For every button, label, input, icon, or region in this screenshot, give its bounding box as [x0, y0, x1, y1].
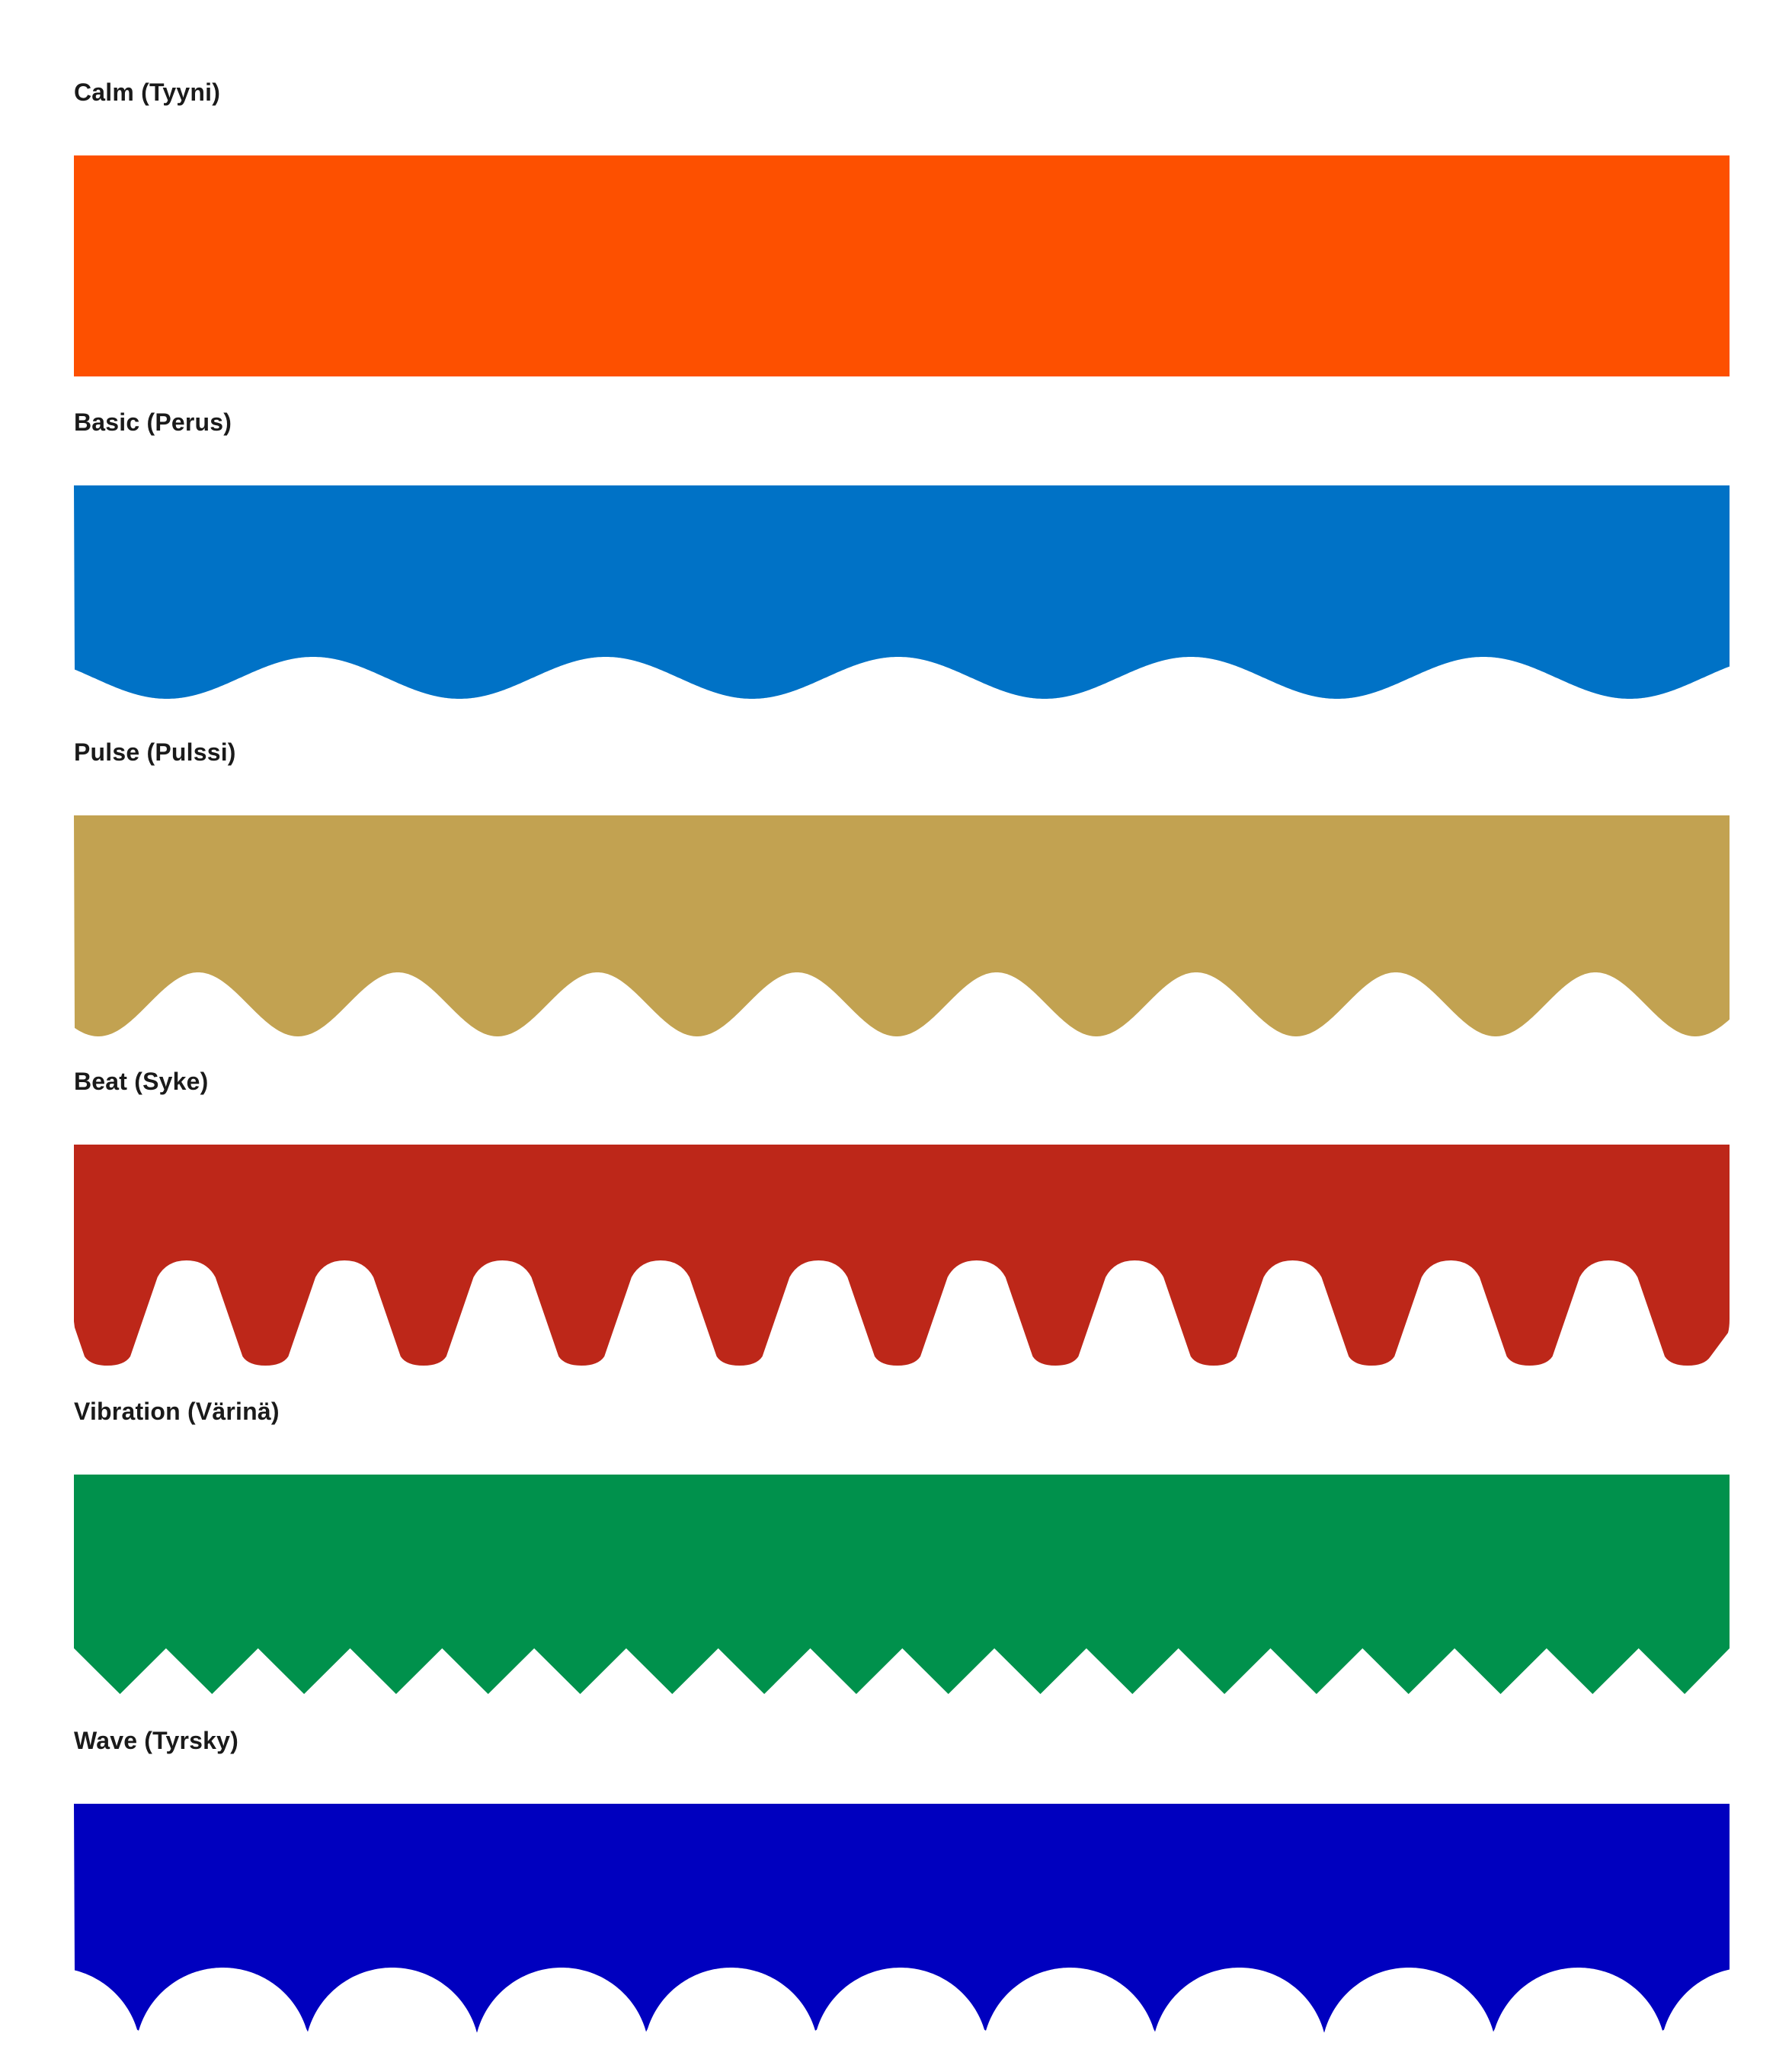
pattern-basic: Basic (Perus)	[74, 408, 1730, 699]
pattern-vibration: Vibration (Värinä)	[74, 1397, 1730, 1694]
vibration-band	[74, 1475, 1730, 1694]
wave-shape	[74, 1804, 1730, 2032]
pattern-pulse: Pulse (Pulssi)	[74, 738, 1730, 1036]
pattern-label: Pulse (Pulssi)	[74, 738, 236, 766]
calm-band	[74, 155, 1730, 376]
basic-band	[74, 485, 1730, 699]
pattern-calm: Calm (Tyyni)	[74, 78, 1730, 376]
pattern-label: Vibration (Värinä)	[74, 1398, 280, 1425]
basic-shape	[74, 485, 1730, 699]
pulse-band	[74, 815, 1730, 1036]
pattern-label: Wave (Tyrsky)	[74, 1727, 239, 1754]
pattern-beat: Beat (Syke)	[74, 1067, 1730, 1366]
vibration-shape	[74, 1475, 1730, 1694]
pattern-label: Beat (Syke)	[74, 1068, 209, 1095]
beat-shape	[74, 1145, 1730, 1366]
beat-band	[74, 1145, 1730, 1366]
pattern-label: Basic (Perus)	[74, 408, 232, 436]
pattern-label: Calm (Tyyni)	[74, 78, 221, 106]
calm-shape	[74, 155, 1730, 376]
wave-band	[74, 1804, 1730, 2032]
pulse-shape	[74, 815, 1730, 1036]
pattern-wave: Wave (Tyrsky)	[74, 1726, 1730, 2032]
